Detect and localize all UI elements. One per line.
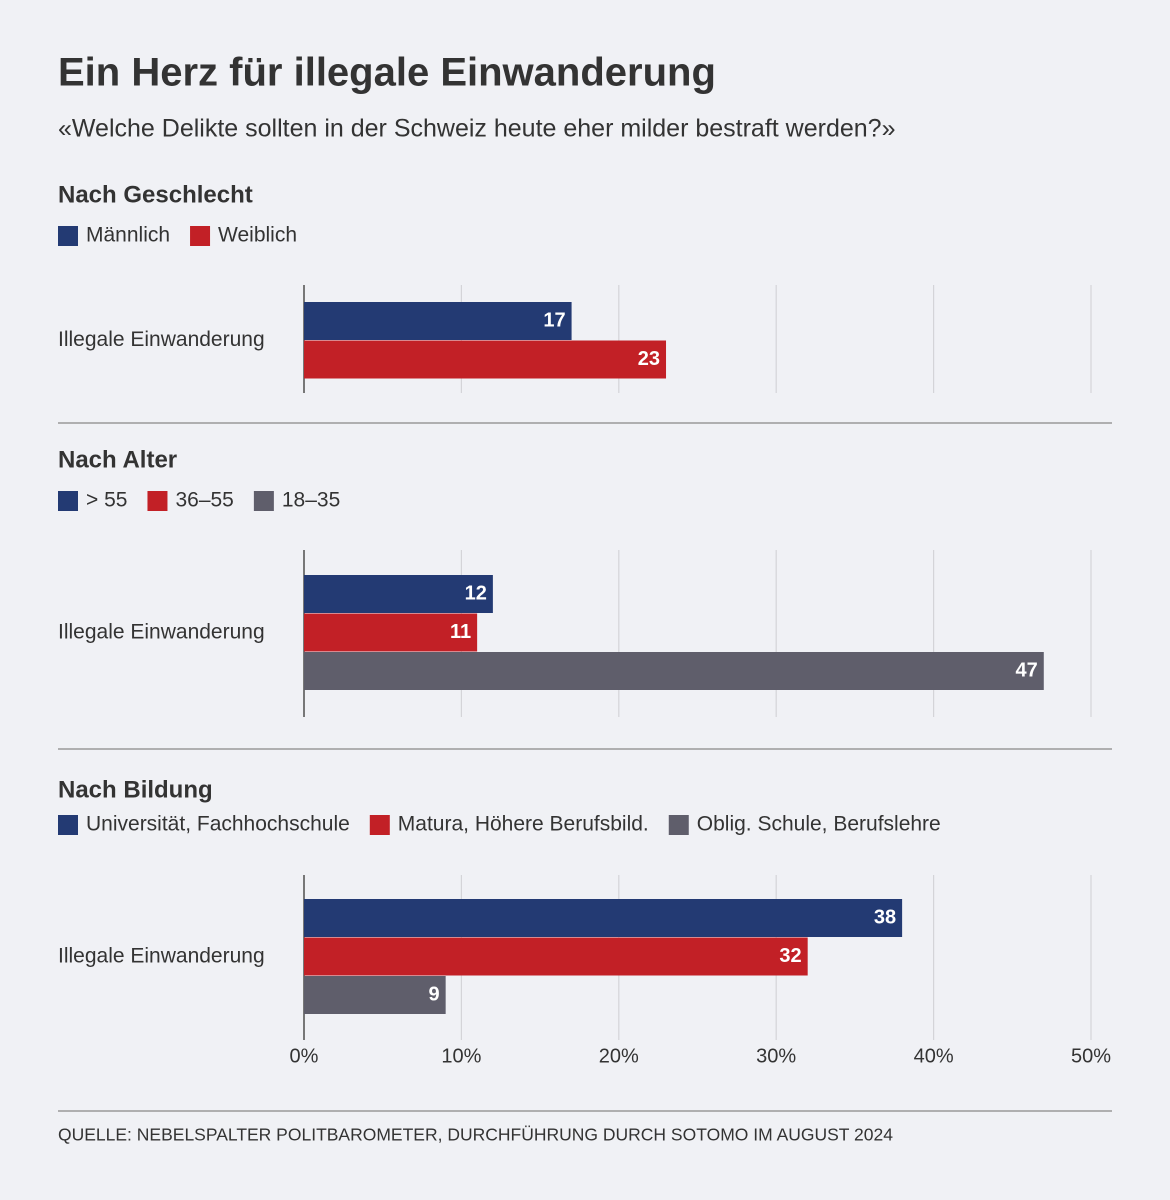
value-label: 47 <box>1016 659 1038 681</box>
bar <box>304 976 446 1014</box>
x-tick-label: 20% <box>599 1045 639 1067</box>
bar <box>304 575 493 613</box>
legend-label: Weiblich <box>218 224 297 247</box>
legend-swatch <box>190 226 211 246</box>
bar <box>304 302 572 340</box>
title: Ein Herz für illegale Einwanderung <box>58 51 716 95</box>
x-tick-label: 50% <box>1071 1045 1111 1067</box>
value-label: 23 <box>638 348 660 370</box>
bar <box>304 937 808 976</box>
section-title: Nach Bildung <box>58 776 213 803</box>
legend-label: > 55 <box>86 489 127 512</box>
bar <box>304 613 478 652</box>
legend-swatch <box>369 815 390 835</box>
bar <box>304 899 903 937</box>
value-label: 9 <box>429 983 440 1005</box>
value-label: 17 <box>543 309 565 331</box>
legend-label: Männlich <box>86 224 170 247</box>
category-label: Illegale Einwanderung <box>58 944 265 967</box>
legend-swatch <box>147 491 168 511</box>
bar <box>304 340 667 379</box>
legend-label: Oblig. Schule, Berufslehre <box>697 813 941 836</box>
section-title: Nach Geschlecht <box>58 181 253 208</box>
section-title: Nach Alter <box>58 446 177 473</box>
value-label: 12 <box>465 582 487 604</box>
source: QUELLE: NEBELSPALTER POLITBAROMETER, DUR… <box>58 1125 893 1145</box>
value-label: 38 <box>874 906 896 928</box>
legend-swatch <box>668 815 689 835</box>
value-label: 11 <box>450 621 471 643</box>
category-label: Illegale Einwanderung <box>58 620 265 643</box>
x-tick-label: 0% <box>290 1045 319 1067</box>
x-tick-label: 30% <box>756 1045 796 1067</box>
subtitle: «Welche Delikte sollten in der Schweiz h… <box>58 115 895 143</box>
x-tick-label: 40% <box>914 1045 954 1067</box>
legend-label: 36–55 <box>175 489 233 512</box>
legend-label: Universität, Fachhochschule <box>86 813 350 836</box>
legend-swatch <box>58 226 78 246</box>
legend-label: 18–35 <box>282 489 340 512</box>
value-label: 32 <box>779 945 801 967</box>
bar <box>304 652 1044 690</box>
legend-label: Matura, Höhere Berufsbild. <box>398 813 649 836</box>
legend-swatch <box>58 815 78 835</box>
x-tick-label: 10% <box>441 1045 481 1067</box>
category-label: Illegale Einwanderung <box>58 328 265 351</box>
legend-swatch <box>253 491 274 511</box>
legend-swatch <box>58 491 78 511</box>
